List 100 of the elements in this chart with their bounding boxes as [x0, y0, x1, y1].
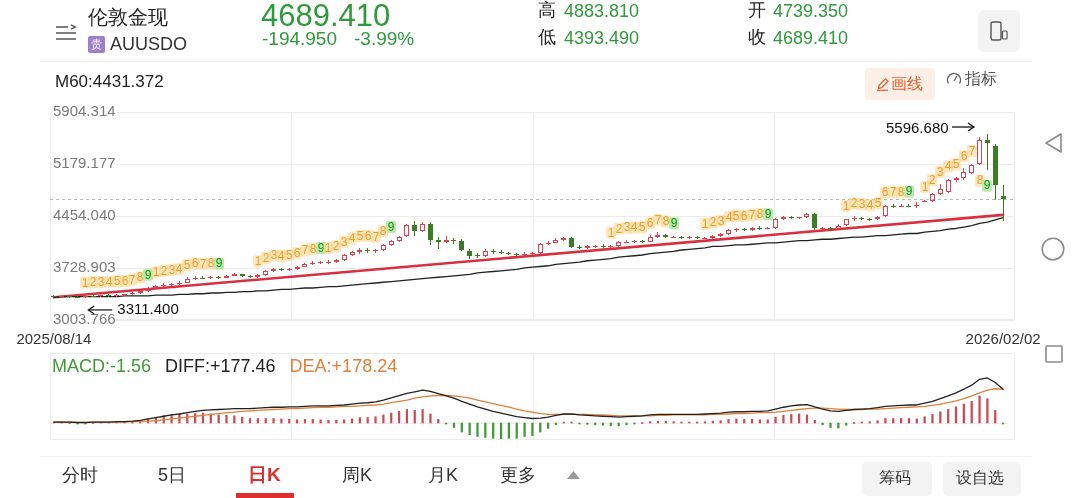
text: 设自选 — [956, 469, 1004, 488]
text: 9 — [144, 267, 152, 282]
text: 2 — [615, 221, 623, 236]
text: 4689.410 — [773, 28, 849, 49]
y-tick-label: 3003.766 — [53, 310, 116, 328]
text: 5 — [952, 157, 960, 172]
text: 9 — [215, 256, 223, 271]
text: 3 — [97, 274, 105, 289]
text: 6 — [646, 215, 654, 230]
text: 5 — [638, 220, 646, 235]
text: 低 — [538, 27, 556, 48]
text: 2 — [928, 173, 936, 188]
text: 4 — [175, 261, 183, 276]
text: 7 — [128, 272, 136, 287]
annotation: 3311.400 — [117, 300, 179, 318]
y-tick-label: 4454.040 — [53, 206, 116, 224]
text: 9 — [670, 216, 678, 231]
text: 指标 — [965, 70, 997, 89]
text: 2 — [332, 239, 340, 254]
text: 3 — [717, 213, 725, 228]
text: 4 — [944, 158, 952, 173]
series-label: DIFF:+177.46 — [165, 356, 276, 376]
text: 筹码 — [879, 469, 911, 488]
text: 8 — [309, 241, 317, 256]
text: 1 — [921, 179, 929, 194]
y-tick-label: 5904.314 — [53, 102, 116, 120]
text: 6 — [293, 245, 301, 260]
text: 6 — [364, 228, 372, 243]
text: 8 — [379, 224, 387, 239]
text: 4 — [105, 274, 113, 289]
text: 7 — [301, 243, 309, 258]
text: 高 — [538, 0, 556, 21]
text: 2 — [262, 250, 270, 265]
chart-subtitle: AUUSDO — [110, 34, 188, 55]
text: 4 — [630, 220, 638, 235]
text: 5 — [732, 208, 740, 223]
text: 6 — [191, 256, 199, 271]
text: 5 — [874, 195, 882, 210]
text: 7 — [968, 143, 976, 158]
text: 收 — [748, 27, 766, 48]
text: 1 — [607, 225, 615, 240]
text: 1 — [152, 264, 160, 279]
text: 7 — [199, 256, 207, 271]
text: 7 — [748, 207, 756, 222]
annotation: 5596.680 — [886, 119, 949, 137]
text: 4 — [348, 231, 356, 246]
text: 6 — [740, 208, 748, 223]
text: 1 — [324, 240, 332, 255]
text: 6 — [960, 148, 968, 163]
text: 3 — [858, 196, 866, 211]
x-tick-label: 2026/02/02 — [965, 330, 1041, 348]
text: 1 — [254, 254, 262, 269]
text: 2 — [160, 263, 168, 278]
y-tick-label: 5179.177 — [53, 154, 116, 172]
text: 4883.810 — [564, 1, 640, 22]
text: 8 — [756, 206, 764, 221]
text: 贵 — [88, 36, 105, 53]
text: 8 — [207, 256, 215, 271]
text: 3 — [168, 263, 176, 278]
text: M60:4431.372 — [55, 72, 164, 91]
text: 8 — [976, 173, 984, 188]
text: 更多 — [500, 465, 536, 486]
text: 9 — [764, 207, 772, 221]
text: 2 — [89, 274, 97, 289]
text: 月K — [428, 465, 459, 486]
text: 1 — [81, 275, 89, 290]
text: 3 — [936, 164, 944, 179]
text: 开 — [748, 0, 766, 21]
text: 日K — [248, 464, 281, 486]
text: 3 — [623, 220, 631, 235]
text: 2 — [709, 215, 717, 230]
text: 8 — [662, 214, 670, 229]
text: 3 — [340, 234, 348, 249]
text: 1 — [701, 216, 709, 231]
text: 9 — [317, 240, 325, 255]
text: 7 — [654, 212, 662, 227]
text: 8 — [136, 270, 144, 285]
text: 5 — [183, 257, 191, 272]
text: 5日 — [158, 465, 187, 486]
text: 9 — [905, 184, 913, 199]
text: 5 — [356, 228, 364, 243]
x-tick-label: 2025/08/14 — [16, 330, 92, 348]
text: 6 — [121, 273, 129, 288]
text: 2 — [850, 196, 858, 211]
text: 7 — [372, 229, 380, 244]
text: 7 — [889, 184, 897, 199]
text: 周K — [342, 465, 373, 486]
text: 5 — [285, 248, 293, 263]
text: 画线 — [891, 75, 923, 94]
text: 9 — [983, 178, 991, 193]
chart-title: 伦敦金现 — [88, 6, 168, 29]
text: 4739.350 — [773, 1, 849, 22]
text: 9 — [387, 219, 395, 234]
text: MACD:-1.56 — [52, 356, 152, 376]
text: 4 — [277, 248, 285, 263]
text: 8 — [897, 184, 905, 199]
y-tick-label: 3728.903 — [53, 258, 116, 276]
series-label: DEA:+178.24 — [289, 356, 398, 376]
text: 分时 — [62, 465, 98, 486]
text: 5 — [113, 274, 121, 289]
